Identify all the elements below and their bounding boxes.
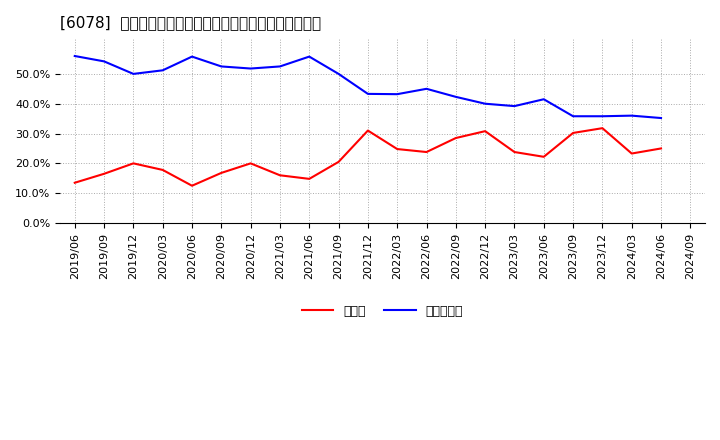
有利子負債 (422, 86, 431, 92)
現須金 (158, 167, 167, 172)
有利子負債 (364, 91, 372, 96)
有利子負債 (657, 115, 665, 121)
有利子負債 (598, 114, 607, 119)
有利子負債 (569, 114, 577, 119)
有利子負債 (393, 92, 402, 97)
現須金 (539, 154, 548, 159)
有利子負債 (305, 54, 314, 59)
現須金 (334, 159, 343, 165)
有利子負債 (71, 53, 79, 59)
現須金 (217, 170, 225, 176)
有利子負債 (334, 71, 343, 77)
現須金 (598, 125, 607, 131)
有利子負債 (217, 64, 225, 69)
Line: 現須金: 現須金 (75, 128, 661, 186)
現須金 (100, 171, 109, 176)
現須金 (246, 161, 255, 166)
現須金 (71, 180, 79, 185)
有利子負債 (188, 54, 197, 59)
現須金 (422, 150, 431, 155)
Legend: 現須金, 有利子負債: 現須金, 有利子負債 (297, 300, 468, 323)
現須金 (188, 183, 197, 188)
現須金 (569, 130, 577, 136)
Text: [6078]  現預金、有利子負債の総資産に対する比率の推移: [6078] 現預金、有利子負債の総資産に対する比率の推移 (60, 15, 321, 30)
有利子負債 (246, 66, 255, 71)
現須金 (627, 151, 636, 156)
有利子負債 (481, 101, 490, 106)
現須金 (393, 147, 402, 152)
現須金 (451, 136, 460, 141)
現須金 (657, 146, 665, 151)
現須金 (364, 128, 372, 133)
現須金 (305, 176, 314, 182)
Line: 有利子負債: 有利子負債 (75, 56, 661, 118)
有利子負債 (510, 103, 519, 109)
有利子負債 (158, 68, 167, 73)
有利子負債 (627, 113, 636, 118)
有利子負債 (451, 94, 460, 99)
有利子負債 (276, 64, 284, 69)
現須金 (481, 128, 490, 134)
現須金 (276, 172, 284, 178)
有利子負債 (539, 97, 548, 102)
現須金 (129, 161, 138, 166)
現須金 (510, 150, 519, 155)
有利子負債 (129, 71, 138, 77)
有利子負債 (100, 59, 109, 64)
